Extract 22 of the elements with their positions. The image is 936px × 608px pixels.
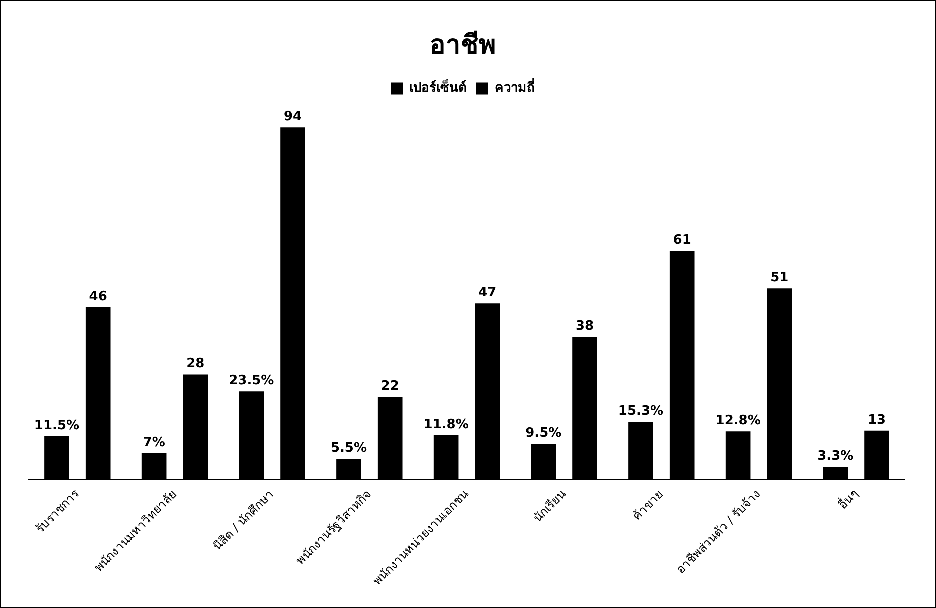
x-tick-label: อื่นๆ [834,486,861,512]
data-label: 11.5% [34,418,80,434]
data-label: 61 [673,233,692,248]
data-label: 47 [478,286,497,301]
legend-label: ความถี่ [495,78,535,96]
data-label: 11.8% [424,417,469,432]
data-label: 7% [143,435,166,450]
legend-label: เปอร์เซ็นต์ [410,78,466,96]
data-label: 9.5% [526,426,562,441]
data-label: 38 [576,319,594,334]
data-label: 23.5% [229,373,274,388]
chart-title: อาชีพ [430,30,496,60]
data-label: 5.5% [330,440,368,456]
data-label: 22 [381,379,400,394]
data-label: 94 [284,110,302,125]
data-label: 28 [186,356,205,372]
data-label: 15.3% [618,404,664,420]
data-label: 46 [89,289,108,304]
data-label: 13 [868,412,886,428]
data-label: 3.3% [818,449,854,464]
data-label: 12.8% [716,414,761,429]
data-label: 51 [770,270,789,286]
